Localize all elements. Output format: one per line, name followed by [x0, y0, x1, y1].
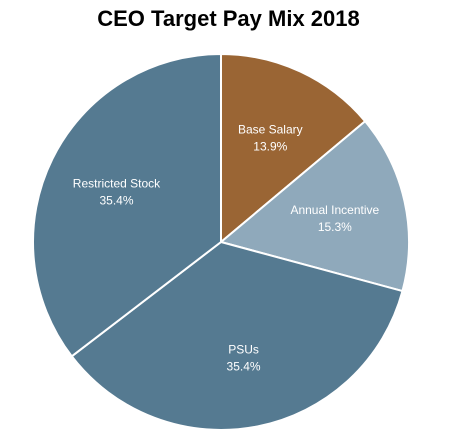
slice-label-restricted-stock: Restricted Stock: [73, 176, 161, 190]
pie-slice-annual-incentive: [220, 120, 410, 293]
pie-slices: [32, 53, 410, 431]
pie-labels: Base Salary 13.9% Annual Incentive 15.3% PSU…: [73, 122, 380, 373]
slice-value-psus: 35.4%: [227, 359, 261, 373]
slice-value-restricted-stock: 35.4%: [99, 193, 133, 207]
pie-slice-psus: [70, 241, 404, 431]
slice-label-base-salary: Base Salary: [238, 122, 303, 136]
pie-slice-base-salary: [220, 53, 367, 243]
slice-value-annual-incentive: 15.3%: [318, 220, 352, 234]
slice-value-base-salary: 13.9%: [253, 139, 287, 153]
slice-label-psus: PSUs: [228, 342, 259, 356]
chart-title: CEO Target Pay Mix 2018: [97, 6, 360, 31]
pie-slice-restricted-stock: [32, 53, 222, 358]
slice-label-annual-incentive: Annual Incentive: [290, 203, 379, 217]
